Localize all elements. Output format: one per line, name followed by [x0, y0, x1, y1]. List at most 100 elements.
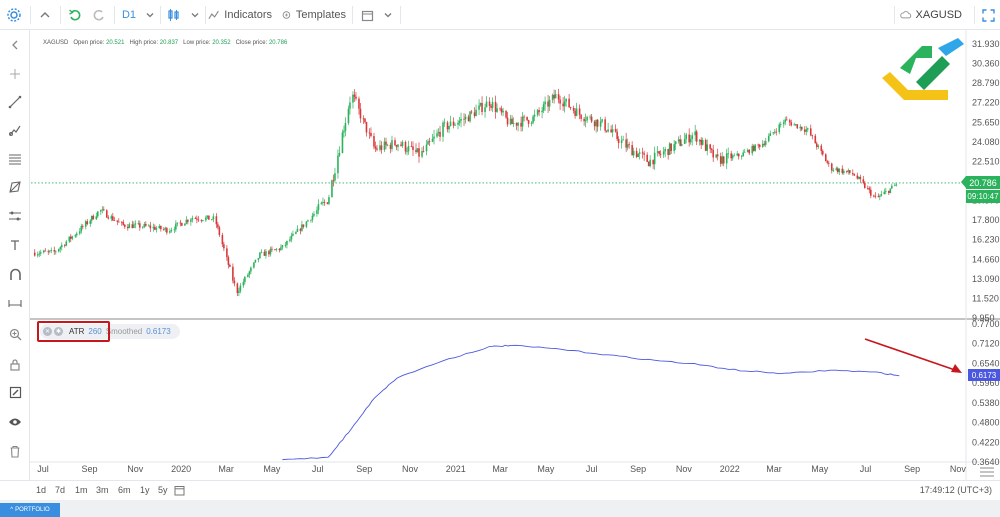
candle-body — [301, 224, 303, 231]
templates-button[interactable]: Templates — [282, 5, 346, 25]
candle-body — [353, 94, 356, 97]
measure-tool-icon[interactable] — [5, 206, 25, 226]
range-1y[interactable]: 1y — [140, 485, 150, 495]
price-tick-label: 28.790 — [972, 78, 1000, 88]
range-7d[interactable]: 7d — [55, 485, 66, 495]
magnet-icon[interactable] — [5, 264, 25, 284]
candle-body — [368, 132, 371, 134]
candle-body — [176, 222, 179, 224]
candle-body — [42, 250, 45, 253]
range-3m[interactable]: 3m — [96, 485, 109, 495]
candle-body — [349, 102, 351, 109]
zoom-icon[interactable] — [5, 324, 25, 344]
indicators-button[interactable]: Indicators — [208, 5, 272, 25]
calendar-icon[interactable] — [356, 5, 378, 25]
candle-body — [523, 116, 525, 118]
candle-body — [548, 99, 551, 107]
candle-body — [827, 162, 830, 164]
trend-line-icon[interactable] — [5, 92, 25, 112]
text-tool-icon[interactable] — [5, 235, 25, 255]
templates-icon — [282, 11, 291, 19]
candle-body — [553, 94, 555, 99]
candle-body — [751, 145, 754, 154]
candle-body — [110, 216, 113, 219]
edit-lock-icon[interactable] — [5, 382, 25, 402]
ruler-icon[interactable] — [5, 293, 25, 313]
candle-body — [236, 283, 239, 293]
candle-body — [589, 116, 591, 118]
range-1m[interactable]: 1m — [75, 485, 88, 495]
candle-body — [803, 129, 806, 132]
portfolio-label: PORTFOLIO — [15, 507, 50, 513]
candle-body — [853, 174, 856, 176]
candle-body — [835, 168, 838, 170]
timeframe-chevron-down-icon[interactable] — [139, 5, 161, 25]
candle-body — [873, 195, 875, 197]
candle-body — [313, 213, 315, 216]
candle-body — [295, 231, 297, 234]
candle-body — [565, 98, 567, 102]
calendar-chevron-down-icon[interactable] — [377, 5, 399, 25]
timeframe-selector[interactable]: D1 — [121, 9, 137, 21]
candle-body — [616, 131, 618, 140]
brush-tool-icon[interactable] — [5, 121, 25, 141]
range-6m[interactable]: 6m — [118, 485, 131, 495]
portfolio-tab[interactable]: ^ PORTFOLIO — [0, 503, 60, 517]
annotation-arrow-head — [951, 364, 962, 373]
pattern-tool-icon[interactable] — [5, 177, 25, 197]
visibility-eye-icon[interactable] — [5, 412, 25, 432]
candle-body — [806, 128, 809, 130]
candle-body — [322, 201, 324, 203]
range-1d[interactable]: 1d — [36, 485, 47, 495]
symbol-selector[interactable]: XAGUSD — [900, 5, 962, 25]
collapse-chevron-up-icon[interactable] — [34, 5, 56, 25]
chart-type-chevron-down-icon[interactable] — [184, 5, 206, 25]
candle-body — [895, 184, 898, 186]
candle-body — [841, 168, 844, 174]
candle-body — [575, 108, 578, 116]
candle-body — [275, 248, 278, 250]
time-tick-label: Sep — [356, 464, 372, 474]
candle-body — [757, 144, 760, 146]
candle-body — [280, 247, 282, 251]
lock-icon[interactable] — [5, 354, 25, 374]
candle-body — [68, 236, 71, 242]
crosshair-icon[interactable] — [5, 64, 25, 84]
trash-icon[interactable] — [5, 441, 25, 461]
candle-body — [520, 122, 522, 127]
atr-indicator-pill[interactable]: ✕ ✱ ATR 260 Smoothed 0.6173 — [40, 324, 180, 339]
candle-body — [302, 224, 305, 227]
date-range-calendar-icon[interactable] — [174, 485, 185, 496]
candle-body — [244, 276, 246, 282]
range-5y[interactable]: 5y — [158, 485, 168, 495]
candle-body — [874, 195, 877, 197]
candle-body — [733, 155, 736, 157]
candle-body — [658, 151, 660, 154]
settings-gear-icon[interactable] — [3, 5, 25, 25]
candle-body — [788, 120, 791, 123]
candle-body — [365, 121, 368, 133]
candle-body — [442, 122, 444, 137]
candles-chart-type-icon[interactable] — [163, 5, 185, 25]
candle-body — [785, 119, 788, 121]
candle-body — [641, 152, 644, 154]
candle-body — [284, 244, 287, 246]
candle-body — [169, 231, 171, 233]
fibonacci-icon[interactable] — [5, 149, 25, 169]
indicator-settings-gear-icon[interactable]: ✱ — [54, 327, 63, 336]
redo-icon[interactable] — [88, 5, 110, 25]
remove-indicator-icon[interactable]: ✕ — [43, 327, 52, 336]
candle-body — [683, 139, 686, 144]
candle-body — [416, 148, 419, 153]
candle-body — [790, 122, 793, 126]
collapse-left-chevron-icon[interactable] — [5, 35, 25, 55]
undo-icon[interactable] — [64, 5, 86, 25]
candle-body — [190, 219, 192, 222]
axis-settings-icon — [980, 467, 994, 477]
candle-body — [401, 141, 404, 146]
candle-body — [725, 153, 728, 164]
fullscreen-icon[interactable] — [977, 5, 999, 25]
candle-body — [410, 146, 413, 147]
